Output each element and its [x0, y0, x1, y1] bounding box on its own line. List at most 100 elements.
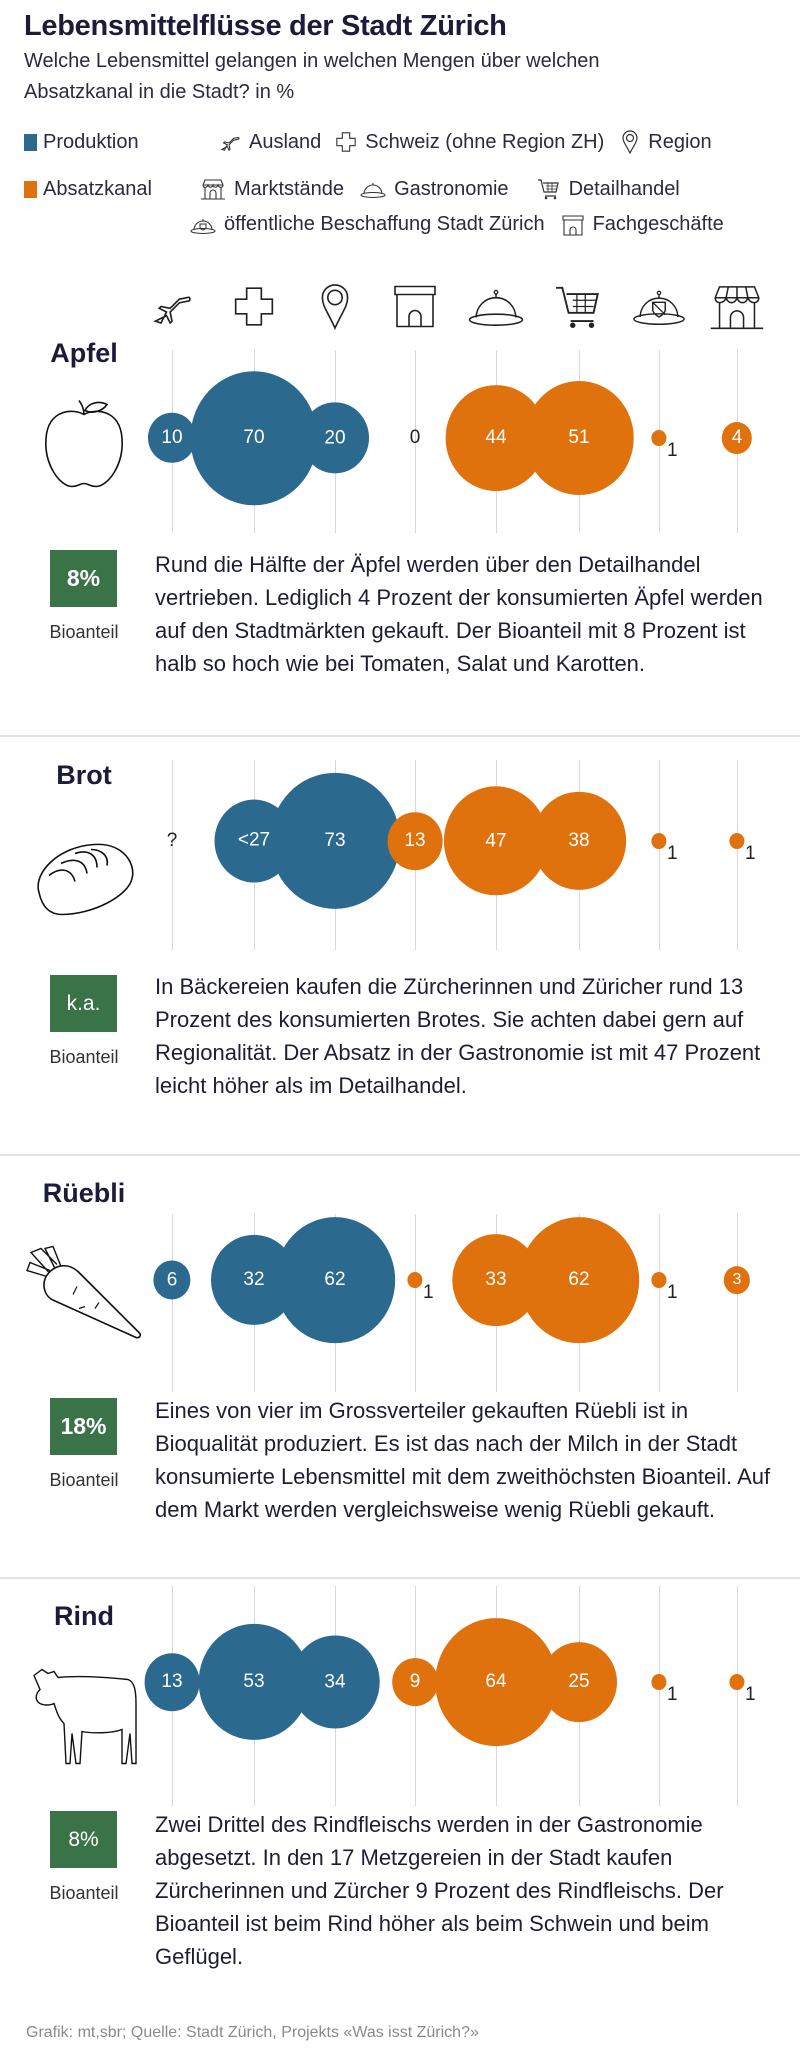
section-divider — [0, 1154, 800, 1156]
value-label: 38 — [568, 830, 590, 851]
market-stall-icon — [707, 283, 767, 336]
legend-item-ausland: Ausland — [219, 131, 321, 154]
legend-item-beschaffung: öffentliche Beschaffung Stadt Zürich — [190, 213, 545, 236]
bubble-ausland: 10 — [147, 412, 197, 464]
absatzkanal-swatch — [24, 180, 37, 198]
map-pin-icon — [622, 130, 638, 154]
food-name: Rüebli — [42, 1178, 126, 1208]
bubble-region: 34 — [290, 1635, 380, 1729]
value-label: 34 — [324, 1670, 346, 1692]
produktion-swatch — [24, 133, 37, 151]
value-label: 10 — [161, 427, 183, 448]
shop-icon — [391, 283, 439, 336]
legend-produktion-label: Produktion — [43, 130, 139, 153]
value-label: 73 — [324, 829, 346, 851]
legend-produktion: Produktion Ausland Schweiz (ohne Region … — [24, 130, 712, 154]
cloche-shield-icon — [190, 218, 216, 234]
food-description: In Bäckereien kaufen die Zürcherinnen un… — [155, 974, 761, 1098]
bioanteil-label: Bioanteil — [49, 1470, 119, 1490]
airplane-icon — [150, 285, 194, 334]
bioanteil-label: Bioanteil — [49, 622, 119, 642]
bubble-beschaffung — [651, 430, 667, 446]
value-label: 9 — [409, 1671, 421, 1692]
value-label: 4 — [731, 427, 743, 448]
legend-item-marktstaende: Marktstände — [200, 177, 344, 201]
value-label: 1 — [745, 843, 756, 864]
cow-icon — [24, 1658, 144, 1773]
value-label: 70 — [243, 426, 265, 448]
grid-line — [737, 1214, 738, 1392]
bubble-region: 73 — [270, 772, 400, 910]
cloche-icon — [360, 183, 386, 199]
grid-line — [659, 1214, 660, 1392]
market-stall-icon — [201, 179, 225, 200]
cloche-shield-icon — [631, 284, 687, 335]
bubble-schweiz: 70 — [190, 371, 318, 505]
legend-absatzkanal-label: Absatzkanal — [43, 177, 152, 200]
bioanteil-label: Bioanteil — [49, 1047, 119, 1067]
food-description: Rund die Hälfte der Äpfel werden über de… — [155, 552, 763, 676]
value-label: 13 — [404, 830, 426, 851]
section-divider — [0, 735, 800, 737]
bubble-beschaffung — [651, 1272, 667, 1288]
bioanteil-badge: 18% — [50, 1398, 117, 1455]
bubble-fachgeschaefte — [407, 1272, 423, 1288]
bubble-beschaffung — [651, 1674, 667, 1690]
legend-item-schweiz: Schweiz (ohne Region ZH) — [335, 131, 604, 154]
grid-line — [659, 760, 660, 950]
value-label: 6 — [166, 1269, 178, 1290]
subtitle-line-2: Absatzkanal in die Stadt? in % — [24, 81, 295, 103]
value-label: 3 — [732, 1270, 742, 1288]
bubble-ausland: 6 — [153, 1260, 191, 1300]
bubble-region: 62 — [275, 1217, 395, 1343]
value-label: 33 — [485, 1268, 507, 1290]
bubble-fachgeschaefte: 9 — [392, 1658, 438, 1706]
value-label: 53 — [243, 1671, 265, 1692]
legend-item-fachgeschaefte: Fachgeschäfte — [561, 213, 724, 236]
bubble-markt — [729, 833, 745, 849]
value-label: 1 — [423, 1282, 434, 1303]
value-label: 32 — [243, 1269, 265, 1290]
value-label: 51 — [568, 427, 590, 448]
grid-line — [659, 1586, 660, 1806]
bubble-markt: 3 — [723, 1266, 751, 1294]
bubble-region: 20 — [301, 402, 369, 474]
value-label: 64 — [485, 1670, 507, 1692]
value-label: 47 — [485, 830, 507, 851]
bubble-beschaffung — [651, 833, 667, 849]
value-label: <27 — [237, 829, 271, 851]
bubble-detailhandel: 25 — [541, 1642, 617, 1722]
map-pin-icon — [317, 283, 353, 336]
grid-line — [172, 760, 173, 950]
apple-icon — [39, 393, 129, 498]
subtitle-line-1: Welche Lebensmittel gelangen in welchen … — [24, 50, 600, 72]
bubble-gastronomie: 47 — [443, 786, 549, 896]
legend-item-gastronomie: Gastronomie — [360, 178, 509, 201]
bubble-ausland: 13 — [144, 1653, 200, 1711]
value-label: 1 — [745, 1684, 756, 1705]
grid-line — [737, 1586, 738, 1806]
value-label: 1 — [667, 1282, 678, 1303]
value-label: ? — [166, 830, 178, 851]
food-description: Zwei Drittel des Rindfleischs werden in … — [155, 1812, 724, 1969]
food-name: Apfel — [50, 338, 118, 368]
value-label: 1 — [667, 843, 678, 864]
bubble-schweiz: 53 — [198, 1623, 310, 1741]
bubble-detailhandel: 51 — [524, 381, 634, 495]
food-name: Brot — [56, 760, 112, 790]
value-label: 13 — [161, 1671, 183, 1692]
value-label: 20 — [324, 427, 346, 448]
source-footer: Grafik: mt,sbr; Quelle: Stadt Zürich, Pr… — [26, 2024, 479, 2041]
swiss-cross-icon — [336, 132, 356, 152]
grid-line — [415, 350, 416, 533]
food-description: Eines von vier im Grossverteiler gekauft… — [155, 1398, 771, 1522]
shopping-cart-icon — [554, 284, 604, 335]
bubble-detailhandel: 62 — [519, 1217, 639, 1343]
bubble-detailhandel: 38 — [532, 791, 626, 891]
food-name: Rind — [54, 1601, 114, 1631]
grid-line — [415, 1214, 416, 1392]
value-label: 62 — [568, 1269, 590, 1290]
bioanteil-label: Bioanteil — [49, 1883, 119, 1903]
grid-line — [737, 760, 738, 950]
bioanteil-badge: 8% — [50, 550, 117, 607]
